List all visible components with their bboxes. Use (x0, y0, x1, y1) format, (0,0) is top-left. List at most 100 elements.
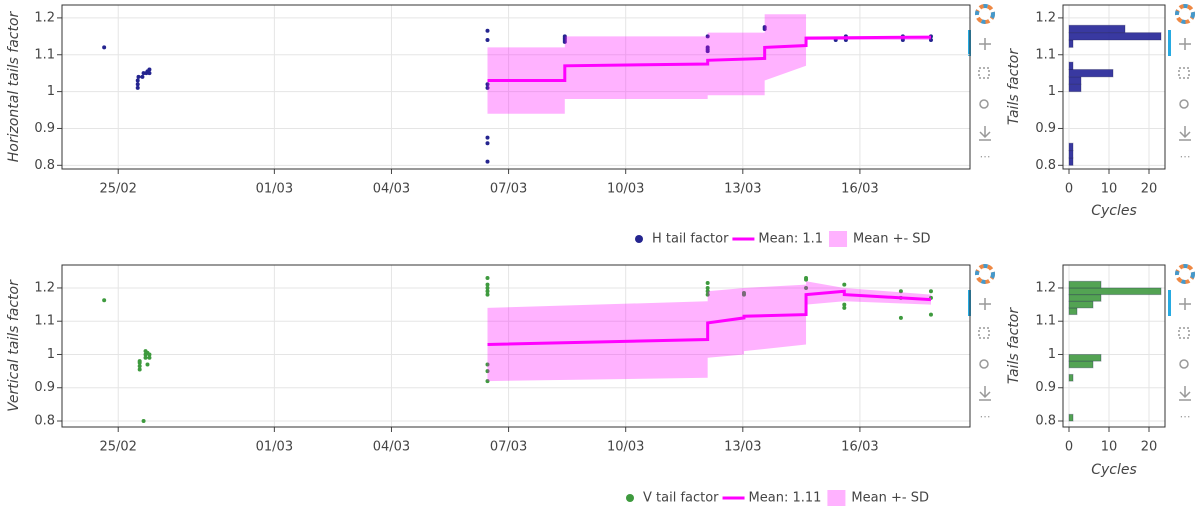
x-tick-label: 07/03 (490, 440, 527, 455)
sd-band (487, 281, 931, 382)
save-tool[interactable] (979, 126, 991, 141)
pan-tool[interactable] (1179, 38, 1191, 50)
bar (1068, 353, 1102, 362)
bar (1068, 150, 1074, 159)
bar (1068, 307, 1078, 316)
y-tick-label: 0.9 (34, 121, 55, 136)
y-tick-label: 0.8 (34, 414, 55, 429)
point (137, 359, 142, 364)
plot: 0 10 20 0.8 0.9 1 1.1 1.2 (1035, 5, 1165, 197)
x-tick-label: 04/03 (373, 440, 410, 455)
bar (1068, 294, 1102, 302)
y-tick-label: 0.8 (1035, 414, 1056, 429)
bar (1068, 24, 1126, 34)
point (842, 302, 847, 307)
bar (1068, 61, 1074, 70)
y-axis-label: Tails factor (1006, 48, 1022, 125)
point (705, 285, 710, 290)
point (928, 38, 933, 43)
save-tool[interactable] (1179, 386, 1191, 401)
box-zoom-tool[interactable] (978, 67, 990, 79)
bar (1068, 360, 1094, 369)
y-tick-label: 0.9 (34, 380, 55, 395)
plot-frame (1062, 264, 1166, 428)
legend-marker (827, 490, 846, 506)
bar (1068, 68, 1114, 78)
y-tick-label: 1.1 (1035, 47, 1056, 62)
point (804, 285, 809, 290)
point (485, 38, 490, 43)
more-tools[interactable]: ⋯ (980, 410, 991, 423)
x-tick-label: 10 (1101, 440, 1118, 455)
point (485, 28, 490, 33)
x-tick-label: 16/03 (841, 440, 878, 455)
save-tool[interactable] (1179, 126, 1191, 141)
point (485, 82, 490, 87)
save-tool[interactable] (979, 386, 991, 401)
pan-tool[interactable] (1179, 298, 1191, 310)
x-tick-label: 01/03 (256, 182, 293, 197)
y-tick-label: 1.1 (1035, 314, 1056, 329)
point (705, 49, 710, 54)
y-axis-label: Vertical tails factor (6, 279, 22, 412)
toolbar: ⋯ (1168, 4, 1195, 163)
legend-label: Mean +- SD (853, 232, 931, 247)
more-tools[interactable]: ⋯ (1180, 410, 1191, 423)
y-axis-label: Tails factor (1006, 307, 1022, 384)
pan-tool[interactable] (979, 38, 991, 50)
y-tick-label: 1 (47, 84, 55, 99)
wheel-zoom-tool[interactable] (979, 359, 989, 369)
wheel-zoom-tool[interactable] (979, 99, 989, 109)
plot: 0 10 20 0.8 0.9 1 1.1 1.2 (1035, 265, 1165, 455)
point (485, 135, 490, 140)
toolbar: ⋯ (968, 4, 995, 163)
point (485, 159, 490, 164)
point (928, 289, 933, 294)
point (137, 367, 142, 372)
y-tick-label: 0.8 (34, 158, 55, 173)
x-tick-label: 0 (1065, 440, 1073, 455)
point (705, 34, 710, 39)
point (143, 355, 148, 360)
active-tool-indicator (1168, 290, 1171, 316)
point (928, 312, 933, 317)
more-tools[interactable]: ⋯ (1180, 150, 1191, 163)
y-tick-label: 1.2 (34, 280, 55, 295)
point (135, 85, 140, 90)
point (485, 292, 490, 297)
legend-label: V tail factor (643, 491, 719, 506)
logo (1175, 4, 1195, 24)
box-zoom-tool[interactable] (1178, 327, 1190, 339)
point (147, 355, 152, 360)
point (485, 282, 490, 287)
y-tick-label: 0.8 (1035, 158, 1056, 173)
x-axis-label: Cycles (1091, 462, 1137, 478)
y-tick-label: 1.2 (1035, 10, 1056, 25)
point (705, 289, 710, 294)
x-tick-label: 20 (1141, 440, 1158, 455)
wheel-zoom-tool[interactable] (1179, 99, 1189, 109)
legend-marker (626, 494, 634, 502)
wheel-zoom-tool[interactable] (1179, 359, 1189, 369)
point (140, 74, 145, 79)
y-tick-label: 1.2 (34, 10, 55, 25)
more-tools[interactable]: ⋯ (980, 150, 991, 163)
plot-frame (1062, 4, 1166, 170)
mean-line (487, 35, 931, 83)
box-zoom-tool[interactable] (1178, 67, 1190, 79)
y-axis-label: Horizontal tails factor (6, 10, 22, 162)
bar (1068, 76, 1082, 85)
point (485, 379, 490, 384)
toolbar: ⋯ (968, 264, 995, 423)
pan-tool[interactable] (979, 298, 991, 310)
y-tick-label: 1 (1048, 84, 1056, 99)
plot-frame (61, 4, 971, 170)
y-tick-label: 1.1 (34, 314, 55, 329)
point (705, 292, 710, 297)
x-tick-label: 13/03 (724, 182, 761, 197)
point (804, 277, 809, 282)
box-zoom-tool[interactable] (978, 327, 990, 339)
y-tick-label: 0.9 (1035, 380, 1056, 395)
bar (1068, 287, 1162, 296)
